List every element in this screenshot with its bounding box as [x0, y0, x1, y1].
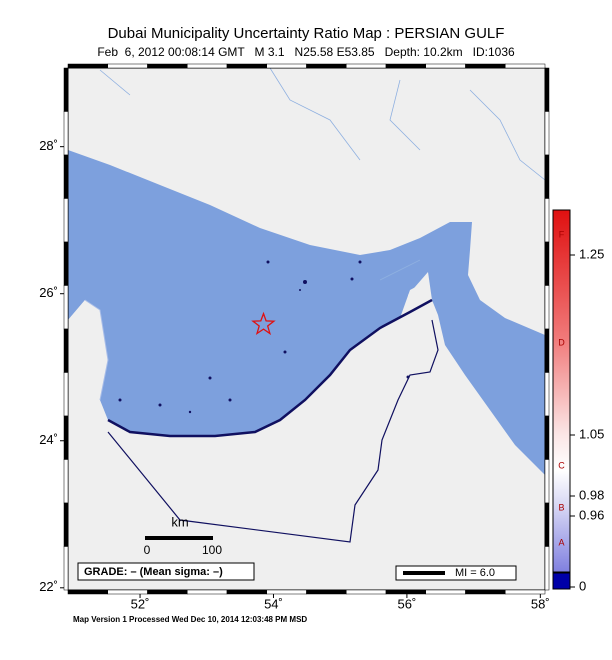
border-seg	[107, 589, 148, 595]
border-seg	[147, 63, 188, 69]
title: Dubai Municipality Uncertainty Ratio Map…	[108, 25, 505, 42]
border-seg	[67, 589, 108, 595]
map-area	[68, 68, 545, 590]
border-seg	[544, 198, 550, 243]
border-seg	[63, 241, 69, 286]
lon-label: 54˚	[264, 596, 283, 611]
scale-label: 100	[202, 543, 222, 557]
colorbar-label: 1.05	[579, 426, 604, 441]
legend-box	[395, 565, 517, 581]
grade-letter: B	[558, 502, 564, 512]
border-seg	[63, 459, 69, 504]
colorbar-base	[552, 572, 571, 590]
islands	[118, 260, 410, 414]
border-seg	[266, 63, 307, 69]
lon-label: 52˚	[131, 596, 150, 611]
border-seg	[306, 589, 347, 595]
rivers	[99, 68, 545, 281]
border-seg	[425, 63, 466, 69]
grade-letter: A	[558, 537, 564, 547]
colorbar-label: 0	[579, 578, 586, 593]
border-seg	[226, 589, 267, 595]
border-seg	[505, 63, 546, 69]
border-seg	[67, 63, 108, 69]
border-seg	[63, 154, 69, 199]
subtitle: Feb 6, 2012 00:08:14 GMT M 3.1 N25.58 E5…	[97, 45, 515, 59]
border-seg	[544, 67, 550, 112]
island	[68, 300, 96, 340]
border-seg	[385, 63, 426, 69]
border-seg	[266, 589, 307, 595]
uae-border	[107, 319, 439, 543]
coast	[84, 299, 109, 401]
grade-box	[77, 562, 255, 581]
border-seg	[63, 328, 69, 373]
border-seg	[63, 502, 69, 547]
border-seg	[187, 589, 228, 595]
border-seg	[544, 502, 550, 547]
border-seg	[385, 589, 426, 595]
grade-text: GRADE: – (Mean sigma: –)	[84, 566, 223, 578]
border-seg	[544, 154, 550, 199]
border-seg	[187, 63, 228, 69]
border-seg	[63, 198, 69, 243]
border-seg	[63, 415, 69, 460]
border-seg	[226, 63, 267, 69]
border-seg	[107, 63, 148, 69]
grade-letter: C	[558, 460, 565, 470]
border-seg	[63, 111, 69, 156]
colorbar	[552, 209, 571, 573]
border-seg	[425, 589, 466, 595]
border-seg	[544, 372, 550, 417]
border-seg	[63, 67, 69, 112]
border-seg	[63, 546, 69, 591]
border-seg	[346, 63, 387, 69]
border-seg	[465, 63, 506, 69]
uae-coast	[107, 298, 433, 438]
lon-label: 58˚	[531, 596, 550, 611]
lat-label: 24˚	[39, 432, 58, 447]
grade-letter: F	[559, 229, 565, 239]
border-seg	[346, 589, 387, 595]
lat-label: 26˚	[39, 285, 58, 300]
lat-label: 22˚	[39, 579, 58, 594]
border-seg	[544, 415, 550, 460]
scale-bar: km 0 100	[144, 514, 223, 557]
footer: Map Version 1 Processed Wed Dec 10, 2014…	[73, 615, 307, 624]
border-seg	[306, 63, 347, 69]
border-seg	[63, 372, 69, 417]
border-seg	[544, 241, 550, 286]
colorbar-label: 1.25	[579, 246, 604, 261]
colorbar-labels: 1.25 1.05 0.98 0.96 0 F D C B A	[558, 229, 604, 593]
legend-text: MI = 6.0	[455, 567, 495, 579]
lat-label: 28˚	[39, 138, 58, 153]
lon-label: 56˚	[398, 596, 417, 611]
legend-line	[403, 571, 445, 575]
border-seg	[147, 589, 188, 595]
colorbar-label: 0.98	[579, 487, 604, 502]
scale-label: 0	[144, 543, 151, 557]
border-seg	[63, 285, 69, 330]
frame-border: 28˚ 26˚ 24˚ 22˚ 52˚ 54˚ 56˚ 58˚	[39, 63, 550, 611]
epicenter	[251, 311, 276, 336]
sea	[68, 150, 545, 475]
grade-letter: D	[558, 337, 565, 347]
border-seg	[544, 546, 550, 591]
border-seg	[505, 589, 546, 595]
border-seg	[544, 285, 550, 330]
musandam	[408, 272, 432, 318]
border-seg	[465, 589, 506, 595]
border-seg	[544, 111, 550, 156]
border-seg	[544, 328, 550, 373]
scale-bar-line	[145, 536, 213, 540]
colorbar-label: 0.96	[579, 507, 604, 522]
scale-unit: km	[171, 514, 188, 529]
border-seg	[544, 459, 550, 504]
